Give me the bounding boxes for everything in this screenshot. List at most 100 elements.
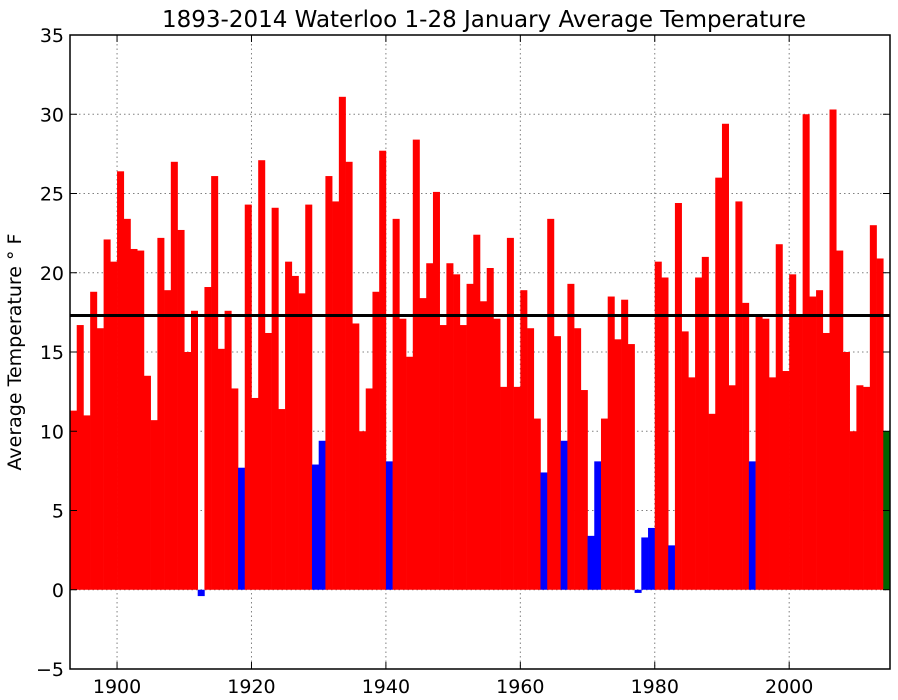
- bar-1911: [190, 310, 199, 590]
- bar-1963: [540, 472, 548, 590]
- bar-1996: [762, 318, 770, 590]
- bar-1939: [379, 150, 387, 590]
- bar-1999: [782, 371, 790, 590]
- bar-1941: [392, 218, 400, 590]
- bar-1943: [406, 356, 414, 590]
- bar-1942: [399, 318, 407, 590]
- bar-1935: [352, 323, 360, 590]
- bar-1987: [701, 256, 709, 590]
- bar-1970: [587, 535, 595, 590]
- bar-2002: [802, 114, 810, 590]
- bars-group: [70, 96, 891, 597]
- chart-title: 1893-2014 Waterloo 1-28 January Average …: [162, 7, 806, 33]
- bar-1895: [83, 415, 91, 590]
- bar-2007: [836, 250, 844, 590]
- bar-1965: [553, 336, 561, 590]
- bar-1969: [580, 390, 588, 590]
- bar-1964: [547, 218, 555, 590]
- bar-1910: [184, 352, 192, 590]
- bar-1893: [70, 410, 78, 590]
- bar-1978: [641, 537, 649, 590]
- bar-2005: [822, 332, 830, 590]
- bar-1983: [674, 203, 682, 590]
- bar-1945: [419, 298, 427, 590]
- x-tick-label: 1900: [93, 676, 141, 698]
- bar-1902: [130, 248, 138, 590]
- bar-1992: [735, 201, 743, 590]
- bar-1915: [217, 348, 225, 590]
- bar-1959: [513, 386, 521, 590]
- bar-1898: [103, 239, 111, 590]
- bar-2011: [863, 386, 871, 590]
- bar-1933: [338, 96, 346, 590]
- bar-1917: [231, 388, 239, 590]
- bar-1981: [661, 277, 669, 590]
- bar-1948: [439, 325, 447, 590]
- bar-1958: [506, 237, 514, 590]
- bar-1998: [775, 244, 783, 590]
- bar-1951: [459, 325, 467, 590]
- bar-2000: [789, 274, 797, 590]
- bar-1903: [137, 250, 145, 590]
- y-axis-label: Average Temperature ° F: [4, 234, 26, 471]
- bar-1944: [412, 139, 420, 590]
- y-tick-label: 30: [40, 104, 64, 126]
- bar-1979: [648, 527, 656, 590]
- bar-1980: [654, 261, 662, 590]
- bar-1954: [480, 301, 488, 590]
- bar-1905: [150, 420, 158, 590]
- bar-1916: [224, 310, 232, 590]
- bar-2006: [829, 109, 837, 590]
- bar-1932: [332, 201, 340, 590]
- bar-1990: [721, 123, 729, 590]
- y-tick-label: 5: [52, 501, 64, 523]
- bar-1921: [258, 160, 266, 590]
- bar-1974: [614, 339, 622, 590]
- y-tick-label: 10: [40, 421, 64, 443]
- bar-1997: [769, 377, 777, 590]
- bar-1908: [170, 161, 178, 590]
- bar-2001: [795, 315, 803, 590]
- bar-1988: [708, 413, 716, 590]
- bar-2003: [809, 296, 817, 590]
- bar-2004: [816, 290, 824, 590]
- bar-1986: [695, 277, 703, 590]
- bar-1914: [211, 176, 219, 590]
- y-tick-label: −5: [36, 659, 64, 681]
- bar-1946: [426, 263, 434, 590]
- bar-1931: [325, 176, 333, 590]
- bar-1936: [359, 431, 367, 590]
- bar-1989: [715, 177, 723, 590]
- x-tick-label: 1980: [631, 676, 679, 698]
- bar-1930: [318, 440, 326, 590]
- bar-1960: [520, 290, 528, 590]
- bar-1984: [681, 331, 689, 590]
- bar-1929: [311, 464, 319, 590]
- bar-1937: [365, 388, 373, 590]
- bar-1953: [473, 234, 481, 590]
- bar-1976: [627, 344, 635, 590]
- bar-1899: [110, 261, 118, 590]
- bar-1962: [533, 418, 541, 590]
- x-tick-label: 1920: [227, 676, 275, 698]
- bar-1991: [728, 385, 736, 590]
- bar-2010: [856, 385, 864, 590]
- bar-1934: [345, 161, 353, 590]
- bar-1925: [285, 261, 293, 590]
- bar-1924: [278, 409, 286, 590]
- bar-1918: [238, 467, 246, 590]
- y-tick-label: 15: [40, 342, 64, 364]
- bar-1949: [446, 263, 454, 590]
- x-tick-label: 1940: [362, 676, 410, 698]
- bar-1940: [385, 461, 393, 590]
- bar-1927: [298, 293, 306, 590]
- x-tick-label: 1960: [496, 676, 544, 698]
- bar-1907: [164, 290, 172, 590]
- bar-1985: [688, 377, 696, 590]
- bar-1913: [204, 287, 212, 590]
- bar-1900: [117, 171, 125, 590]
- bar-1923: [271, 207, 279, 590]
- bar-1993: [742, 302, 750, 590]
- bar-1919: [244, 204, 252, 590]
